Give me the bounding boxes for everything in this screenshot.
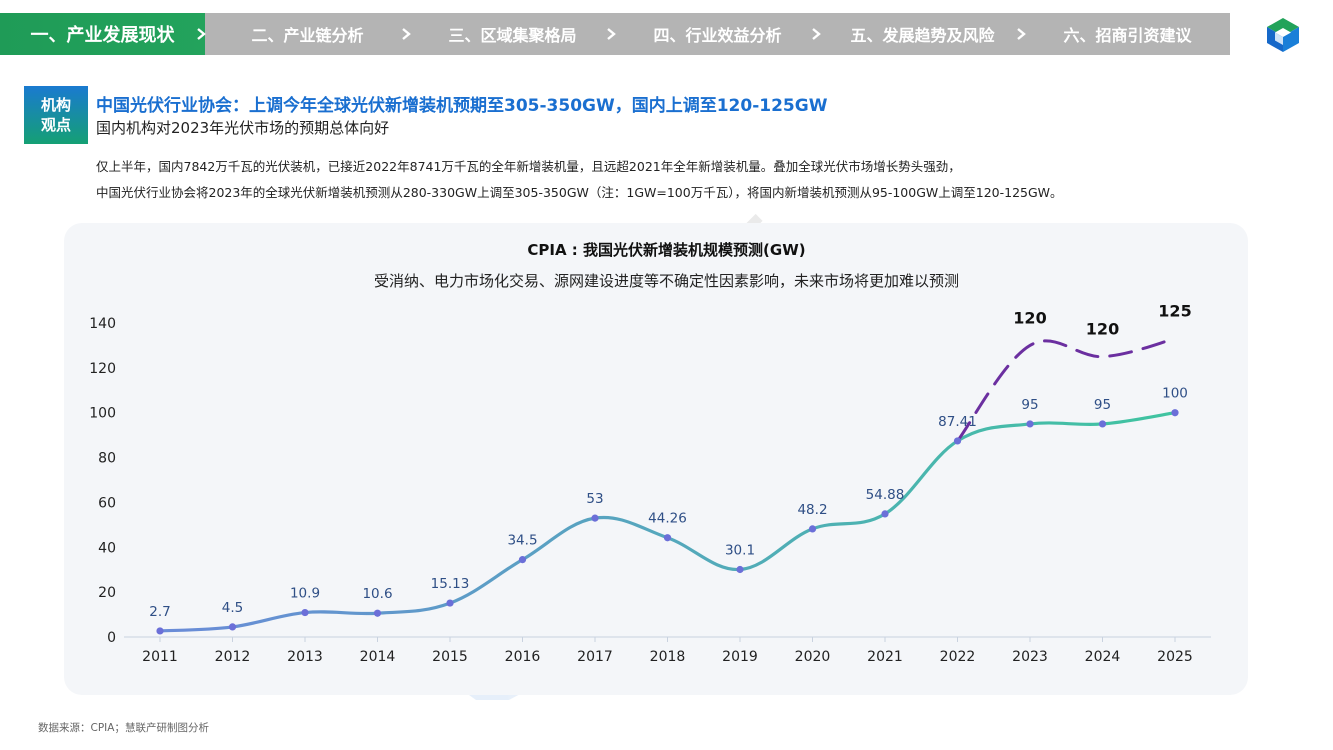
badge-line2: 观点 — [40, 116, 71, 134]
body-paragraph-1: 仅上半年，国内7842万千瓦的光伏装机，已接近2022年8741万千瓦的全年新增… — [96, 159, 961, 174]
data-label: 87.41 — [938, 414, 977, 430]
chevron-right-icon — [194, 27, 208, 41]
tab-benefit-analysis[interactable]: 四、行业效益分析 — [615, 13, 823, 55]
data-point[interactable] — [518, 556, 527, 564]
chevron-right-icon — [1014, 27, 1028, 41]
y-tick-label: 0 — [107, 630, 116, 646]
data-label: 95 — [1021, 397, 1038, 413]
forecast-label: 120 — [1086, 320, 1119, 339]
chart-panel — [64, 223, 1248, 695]
y-tick-label: 40 — [98, 540, 116, 556]
y-tick-label: 140 — [89, 316, 116, 332]
data-point[interactable] — [446, 599, 454, 607]
y-tick-label: 100 — [89, 406, 116, 422]
tab-label: 四、行业效益分析 — [653, 26, 782, 45]
chart-subtitle: 受消纳、电力市场化交易、源网建设进度等不确定性因素影响，未来市场将更加难以预测 — [373, 272, 959, 290]
chart-title: CPIA : 我国光伏新增装机规模预测(GW) — [527, 241, 806, 259]
series-line-actual — [158, 411, 1177, 633]
data-point[interactable] — [881, 510, 889, 518]
data-label: 100 — [1162, 386, 1188, 402]
data-label: 2.7 — [149, 604, 170, 620]
x-tick-label: 2020 — [795, 649, 831, 665]
data-label: 10.9 — [290, 586, 320, 602]
tab-industry-chain[interactable]: 二、产业链分析 — [205, 13, 413, 55]
badge-line1: 机构 — [40, 96, 71, 114]
data-point[interactable] — [1026, 420, 1034, 428]
data-point[interactable] — [736, 565, 744, 574]
x-tick-label: 2015 — [432, 649, 468, 665]
tab-label: 二、产业链分析 — [251, 26, 364, 45]
data-label: 30.1 — [725, 542, 755, 558]
data-label: 34.5 — [507, 533, 537, 549]
data-label: 10.6 — [362, 586, 392, 602]
data-label: 4.5 — [222, 600, 243, 616]
y-tick-label: 20 — [98, 585, 116, 601]
tab-label: 三、区域集聚格局 — [448, 26, 577, 45]
data-label: 15.13 — [431, 576, 470, 592]
x-tick-label: 2023 — [1012, 649, 1048, 665]
institution-view-badge: 机构 观点 — [24, 86, 88, 144]
tab-industry-status[interactable]: 一、产业发展现状 — [0, 13, 208, 55]
x-tick-label: 2019 — [722, 649, 758, 665]
subheadline: 国内机构对2023年光伏市场的预期总体向好 — [96, 119, 390, 137]
tab-label: 五、发展趋势及风险 — [850, 26, 995, 45]
tab-label: 六、招商引资建议 — [1063, 26, 1192, 45]
y-tick-label: 80 — [98, 451, 116, 467]
data-point[interactable] — [301, 608, 309, 617]
series-line-forecast — [956, 337, 1177, 443]
x-tick-label: 2013 — [287, 649, 323, 665]
x-tick-label: 2024 — [1085, 649, 1121, 665]
data-point[interactable] — [1098, 420, 1107, 428]
data-label: 54.88 — [866, 487, 905, 503]
tab-trends-risks[interactable]: 五、发展趋势及风险 — [820, 13, 1028, 55]
data-label: 95 — [1094, 397, 1111, 413]
company-logo — [1267, 18, 1299, 52]
data-point[interactable] — [156, 627, 164, 635]
chevron-right-icon — [809, 27, 823, 41]
data-label: 53 — [586, 491, 603, 507]
headline: 中国光伏行业协会：上调今年全球光伏新增装机预期至305-350GW，国内上调至1… — [96, 96, 828, 116]
y-tick-label: 120 — [89, 361, 116, 377]
forecast-label: 120 — [1013, 308, 1046, 327]
top-nav: 一、产业发展现状 二、产业链分析 三、区域集聚格局 四、行业效益分析 五、发展趋… — [0, 13, 1230, 55]
tab-label: 一、产业发展现状 — [30, 25, 175, 46]
x-tick-label: 2017 — [577, 649, 613, 665]
data-source: 数据来源：CPIA；慧联产研制图分析 — [38, 722, 209, 734]
data-point[interactable] — [591, 514, 599, 522]
data-point[interactable] — [808, 525, 817, 533]
x-tick-label: 2011 — [142, 649, 178, 665]
data-point[interactable] — [663, 534, 672, 542]
body-paragraph-2: 中国光伏行业协会将2023年的全球光伏新增装机预测从280-330GW上调至30… — [96, 185, 1063, 200]
x-tick-label: 2018 — [650, 649, 686, 665]
data-point[interactable] — [228, 623, 237, 631]
y-tick-label: 60 — [98, 495, 116, 511]
x-tick-label: 2014 — [360, 649, 396, 665]
chevron-right-icon — [399, 27, 413, 41]
forecast-label: 125 — [1158, 302, 1191, 321]
data-label: 44.26 — [648, 511, 687, 527]
x-tick-label: 2012 — [215, 649, 251, 665]
data-point[interactable] — [373, 609, 382, 617]
x-tick-label: 2022 — [940, 649, 976, 665]
data-point[interactable] — [953, 437, 962, 445]
tab-regional-cluster[interactable]: 三、区域集聚格局 — [410, 13, 618, 55]
x-tick-label: 2016 — [505, 649, 541, 665]
data-label: 48.2 — [797, 502, 827, 518]
x-tick-label: 2021 — [867, 649, 903, 665]
tab-investment-advice[interactable]: 六、招商引资建议 — [1025, 13, 1230, 55]
data-point[interactable] — [1171, 409, 1179, 417]
chevron-right-icon — [604, 27, 618, 41]
x-tick-label: 2025 — [1157, 649, 1193, 665]
